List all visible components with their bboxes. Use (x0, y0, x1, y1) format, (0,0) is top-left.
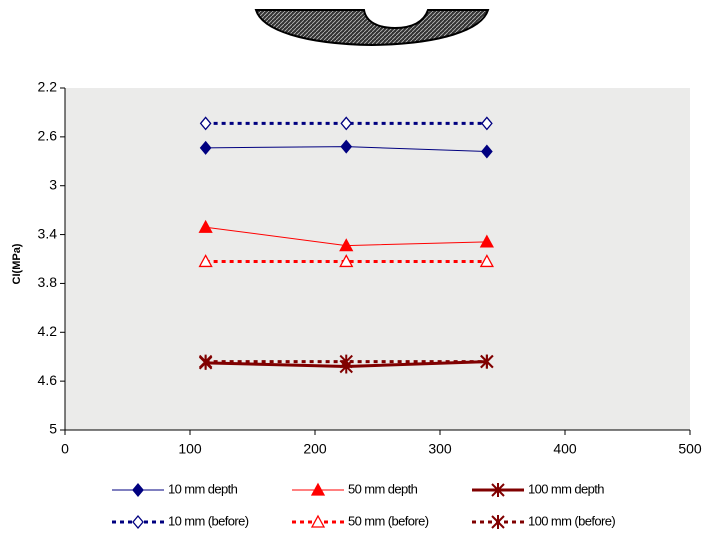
legend-marker (132, 514, 144, 530)
y-tick-label: 2.2 (38, 79, 58, 95)
y-tick-label: 3.4 (38, 225, 58, 241)
y-tick-label: 3 (49, 176, 57, 192)
y-tick-label: 3.8 (38, 274, 58, 290)
legend-label: 50 mm depth (348, 481, 418, 496)
marker (481, 116, 493, 131)
marker (480, 354, 494, 369)
marker (199, 140, 212, 155)
legend-marker (310, 482, 326, 496)
marker (198, 254, 213, 268)
legend-marker (491, 515, 505, 529)
marker (339, 254, 354, 268)
x-tick-label: 300 (428, 441, 452, 457)
x-tick-label: 400 (553, 441, 577, 457)
legend-marker (310, 514, 326, 528)
legend-label: 50 mm (before) (348, 513, 429, 528)
legend-marker (132, 482, 144, 498)
legend-label: 10 mm depth (168, 481, 238, 496)
marker (479, 234, 494, 248)
y-tick-label: 4.6 (38, 372, 58, 388)
marker (198, 219, 213, 233)
legend-marker (491, 483, 505, 497)
legend-label: 100 mm (before) (528, 513, 615, 528)
marker (339, 238, 354, 252)
x-tick-label: 0 (61, 441, 69, 457)
legend-label: 100 mm depth (528, 481, 604, 496)
marker (198, 354, 213, 369)
icon (254, 9, 490, 47)
legend-label: 10 mm (before) (168, 513, 249, 528)
y-tick-label: 4.2 (38, 323, 58, 339)
marker (340, 116, 353, 131)
x-tick-label: 100 (178, 441, 202, 457)
y-tick-label: 5 (49, 421, 57, 437)
y-axis-label: CI(MPa) (11, 243, 23, 284)
y-tick-label: 2.6 (38, 128, 58, 144)
x-tick-label: 500 (678, 441, 702, 457)
marker (339, 354, 353, 369)
marker (340, 139, 353, 154)
marker (481, 144, 493, 159)
x-tick-label: 200 (303, 441, 327, 457)
marker (199, 116, 212, 131)
marker (479, 254, 494, 268)
plot-area (65, 88, 690, 430)
